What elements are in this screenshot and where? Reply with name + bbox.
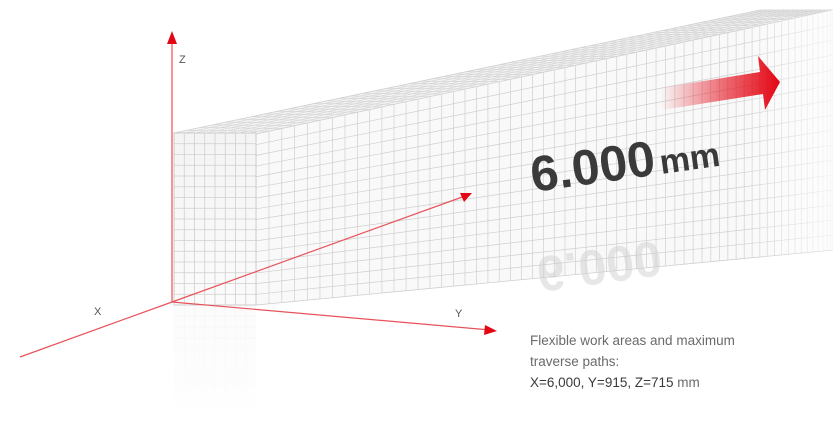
top-grid-line bbox=[432, 78, 511, 80]
z-arrowhead-icon bbox=[167, 31, 177, 44]
top-grid-line bbox=[443, 76, 522, 78]
y-axis-line bbox=[171, 301, 491, 331]
x-axis-line bbox=[19, 301, 173, 358]
top-grid-line bbox=[264, 113, 345, 116]
caption-line-1: Flexible work areas and maximum bbox=[530, 333, 735, 348]
length-arrow bbox=[660, 56, 780, 110]
caption-values-bold: X=6,000, Y=915, Z=715 bbox=[530, 375, 674, 390]
z-axis-label: Z bbox=[179, 54, 186, 66]
top-grid-line bbox=[397, 85, 477, 87]
top-grid-line bbox=[338, 98, 419, 100]
top-grid-line bbox=[301, 105, 382, 108]
top-grid-line bbox=[213, 124, 295, 127]
top-grid-line bbox=[374, 90, 454, 92]
top-grid-line bbox=[350, 95, 430, 97]
diagonal-arrowhead-icon bbox=[460, 193, 472, 202]
top-grid-line bbox=[362, 93, 442, 95]
caption-values-unit: mm bbox=[673, 375, 700, 390]
caption-line-2: traverse paths: bbox=[530, 354, 620, 369]
axis-arrowheads bbox=[167, 31, 497, 335]
front-face-reflection bbox=[174, 305, 256, 415]
caption-values: X=6,000, Y=915, Z=715 mm bbox=[530, 372, 825, 393]
top-grid-line bbox=[409, 83, 488, 85]
length-unit: mm bbox=[657, 136, 722, 182]
caption: Flexible work areas and maximum traverse… bbox=[530, 330, 825, 393]
diagonal-axis-line bbox=[171, 195, 466, 303]
coordinate-axes bbox=[19, 40, 491, 358]
top-grid-line bbox=[187, 129, 269, 132]
top-grid-line bbox=[386, 88, 465, 90]
top-grid-line bbox=[200, 127, 282, 129]
beam-top-grid bbox=[184, 9, 831, 135]
top-grid-line bbox=[276, 111, 358, 113]
y-axis-label: Y bbox=[455, 308, 463, 320]
top-grid-line bbox=[454, 73, 533, 75]
top-grid-line bbox=[326, 100, 407, 103]
top-grid-line bbox=[238, 119, 320, 121]
top-grid-line bbox=[251, 116, 333, 118]
top-grid-line bbox=[289, 108, 370, 110]
top-grid-line bbox=[465, 71, 544, 73]
top-grid-line bbox=[421, 80, 500, 83]
top-grid-line bbox=[314, 103, 395, 105]
x-axis-label: X bbox=[94, 306, 102, 318]
y-arrowhead-icon bbox=[484, 325, 497, 335]
top-grid-line bbox=[226, 121, 308, 124]
beam-front-grid bbox=[174, 133, 256, 305]
